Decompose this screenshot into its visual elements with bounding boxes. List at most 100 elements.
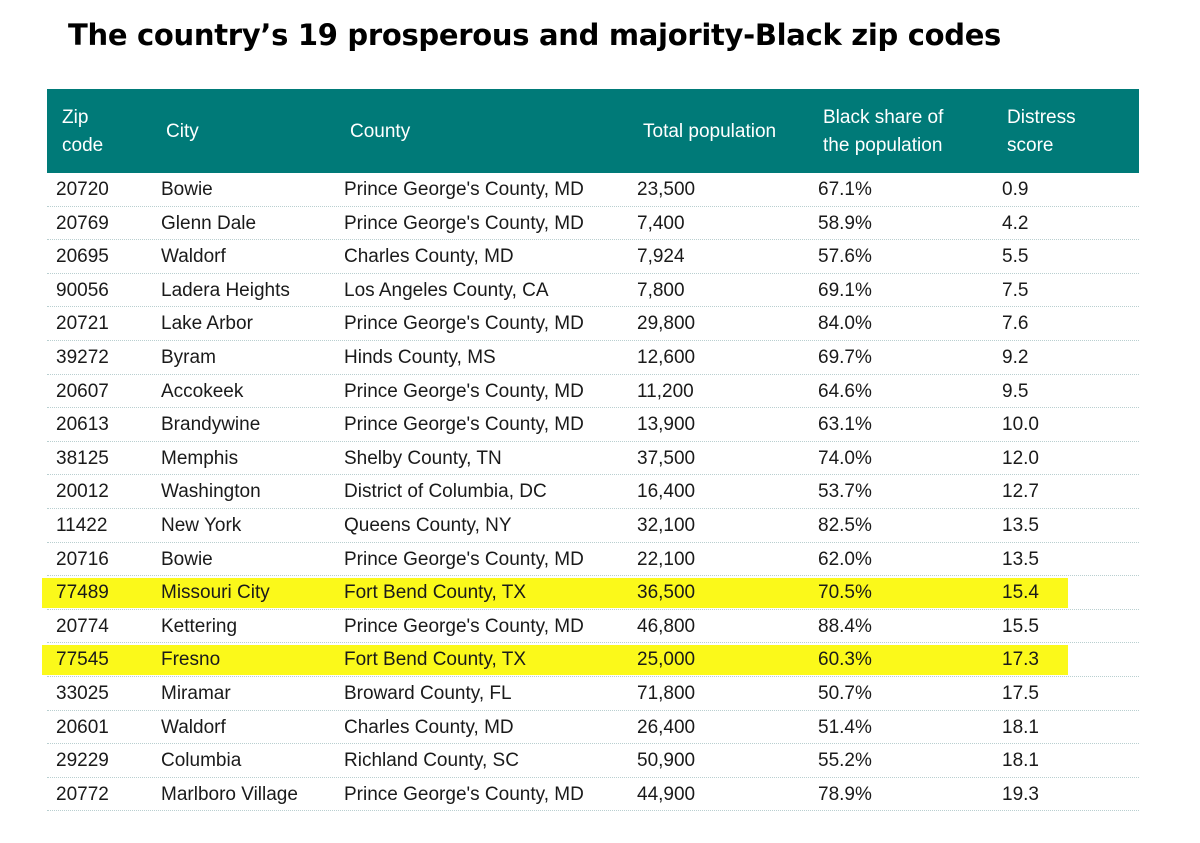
header-total-population: Total population: [643, 121, 777, 142]
cell-total-population: 46,800: [637, 615, 696, 637]
table-row: 39272 Byram Hinds County, MS 12,600 69.7% 9.2: [47, 341, 1139, 375]
cell-total-population: 13,900: [637, 414, 696, 436]
cell-county: Queens County, NY: [344, 514, 512, 536]
cell-county: Fort Bend County, TX: [344, 582, 526, 604]
header-county: County: [350, 121, 411, 142]
cell-city: Ladera Heights: [161, 279, 290, 301]
cell-distress-score: 17.5: [1002, 682, 1039, 704]
cell-distress-score: 5.5: [1002, 246, 1029, 268]
row-highlight: [42, 645, 1068, 676]
cell-black-share: 60.3%: [818, 649, 872, 671]
cell-city: Columbia: [161, 750, 242, 772]
cell-black-share: 74.0%: [818, 447, 872, 469]
table-row: 20769 Glenn Dale Prince George's County, M…: [47, 207, 1139, 241]
cell-city: Fresno: [161, 649, 221, 671]
header-black-share: the population: [823, 135, 943, 156]
row-highlight: [42, 578, 1068, 609]
cell-total-population: 7,800: [637, 279, 685, 301]
cell-zip-code: 20601: [56, 716, 109, 738]
cell-city: Glenn Dale: [161, 212, 257, 234]
table-row: 11422 New York Queens County, NY 32,100 82.5…: [47, 509, 1139, 543]
cell-county: Prince George's County, MD: [344, 548, 584, 570]
cell-zip-code: 20716: [56, 548, 109, 570]
table-row: 20774 Kettering Prince George's County, MD…: [47, 610, 1139, 644]
cell-black-share: 88.4%: [818, 615, 872, 637]
page-title: The country’s 19 prosperous and majority…: [68, 18, 1002, 52]
cell-zip-code: 20772: [56, 783, 109, 805]
cell-total-population: 7,400: [637, 212, 685, 234]
cell-city: Waldorf: [161, 246, 226, 268]
cell-zip-code: 39272: [56, 346, 109, 368]
cell-zip-code: 38125: [56, 447, 109, 469]
cell-zip-code: 20720: [56, 179, 109, 200]
cell-total-population: 50,900: [637, 750, 696, 772]
cell-distress-score: 12.0: [1002, 447, 1039, 469]
cell-total-population: 29,800: [637, 313, 696, 335]
cell-city: Washington: [161, 481, 261, 503]
cell-city: Bowie: [161, 179, 213, 200]
cell-city: Memphis: [161, 447, 239, 469]
cell-black-share: 84.0%: [818, 313, 872, 335]
table-row: 20695 Waldorf Charles County, MD 7,924 57.6%…: [47, 240, 1139, 274]
cell-black-share: 69.7%: [818, 346, 872, 368]
cell-county: Broward County, FL: [344, 682, 512, 704]
cell-total-population: 11,200: [637, 380, 694, 402]
cell-black-share: 53.7%: [818, 481, 872, 503]
table-row: 77545 Fresno Fort Bend County, TX 25,000 60.…: [42, 643, 1139, 677]
cell-black-share: 69.1%: [818, 279, 872, 301]
table-body: 20720 Bowie Prince George's County, MD 23,5…: [42, 173, 1139, 812]
cell-county: Prince George's County, MD: [344, 414, 584, 436]
cell-zip-code: 33025: [56, 682, 109, 704]
table-row: 90056 Ladera Heights Los Angeles County, C…: [47, 274, 1139, 308]
table-row: 20601 Waldorf Charles County, MD 26,400 51.4…: [47, 711, 1139, 745]
table-row: 20721 Lake Arbor Prince George's County, M…: [47, 307, 1139, 341]
cell-total-population: 37,500: [637, 447, 696, 469]
cell-distress-score: 9.5: [1002, 380, 1029, 402]
cell-zip-code: 20613: [56, 414, 109, 436]
cell-zip-code: 20769: [56, 212, 109, 234]
cell-zip-code: 77489: [56, 582, 109, 604]
cell-city: Byram: [161, 346, 216, 368]
cell-distress-score: 13.5: [1002, 514, 1039, 536]
table-row: 33025 Miramar Broward County, FL 71,800 50.7…: [47, 677, 1139, 711]
cell-black-share: 58.9%: [818, 212, 872, 234]
table-header: Zip code City County Total population Black s…: [47, 89, 1139, 173]
cell-county: Charles County, MD: [344, 246, 514, 268]
cell-county: Charles County, MD: [344, 716, 514, 738]
cell-city: New York: [161, 514, 242, 536]
table-row: 29229 Columbia Richland County, SC 50,900 55…: [47, 744, 1139, 778]
table-row: 20772 Marlboro Village Prince George's Cou…: [47, 778, 1139, 812]
cell-zip-code: 20607: [56, 380, 109, 402]
cell-total-population: 23,500: [637, 179, 696, 200]
cell-total-population: 25,000: [637, 649, 696, 671]
table-row: 38125 Memphis Shelby County, TN 37,500 74.0%…: [47, 442, 1139, 476]
header-zip-code: Zip: [62, 107, 89, 128]
cell-total-population: 32,100: [637, 514, 696, 536]
cell-distress-score: 10.0: [1002, 414, 1039, 436]
table-row: 20607 Accokeek Prince George's County, MD 1…: [47, 375, 1139, 409]
cell-total-population: 16,400: [637, 481, 696, 503]
cell-city: Kettering: [161, 615, 238, 637]
cell-county: Prince George's County, MD: [344, 313, 584, 335]
cell-zip-code: 29229: [56, 750, 109, 772]
zip-code-table: Zip code City County Total population Black s…: [42, 89, 1139, 812]
cell-black-share: 62.0%: [818, 548, 872, 570]
cell-zip-code: 20012: [56, 481, 109, 503]
cell-county: Fort Bend County, TX: [344, 649, 526, 671]
cell-county: Hinds County, MS: [344, 346, 496, 368]
cell-zip-code: 20774: [56, 615, 109, 637]
table-row: 20012 Washington District of Columbia, DC 1…: [47, 475, 1139, 509]
cell-total-population: 7,924: [637, 246, 685, 268]
table-row: 20716 Bowie Prince George's County, MD 22,1…: [47, 543, 1139, 577]
cell-city: Marlboro Village: [161, 783, 298, 805]
cell-county: District of Columbia, DC: [344, 481, 547, 503]
cell-black-share: 50.7%: [818, 682, 872, 704]
header-black-share: Black share of: [823, 107, 944, 128]
cell-distress-score: 18.1: [1002, 716, 1039, 738]
cell-distress-score: 18.1: [1002, 750, 1039, 772]
cell-city: Lake Arbor: [161, 313, 253, 335]
cell-total-population: 36,500: [637, 582, 696, 604]
cell-distress-score: 7.5: [1002, 279, 1029, 301]
cell-distress-score: 9.2: [1002, 346, 1029, 368]
table-row: 77489 Missouri City Fort Bend County, TX 36…: [42, 576, 1139, 610]
